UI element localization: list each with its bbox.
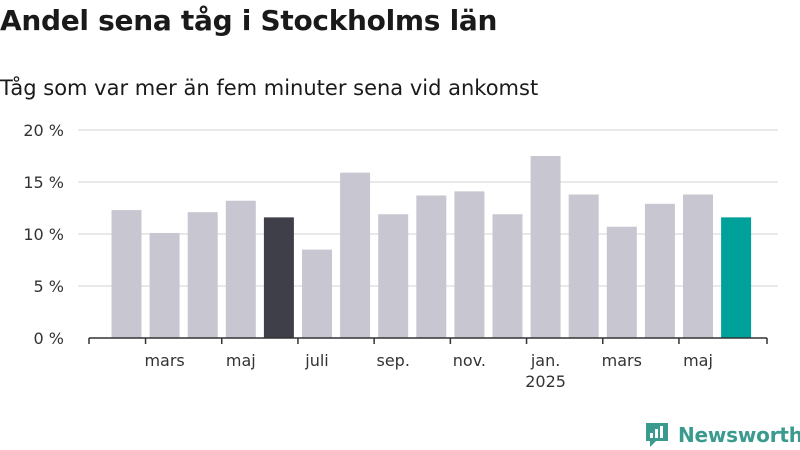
chart-subtitle: Tåg som var mer än fem minuter sena vid … — [0, 76, 539, 100]
bar — [263, 217, 294, 338]
bar — [492, 214, 523, 338]
x-tick-label: nov. — [453, 351, 486, 370]
x-tick-label: mars — [144, 351, 184, 370]
bar — [530, 156, 561, 338]
newsworthy-logo-icon — [646, 423, 668, 447]
x-tick-label: juli — [304, 351, 328, 370]
bar — [149, 232, 180, 338]
bar — [187, 212, 218, 338]
bar — [340, 172, 371, 338]
y-axis-labels: 0 % 5 % 10 % 15 % 20 % — [23, 121, 64, 348]
y-tick-label: 0 % — [34, 329, 64, 348]
x-tick-label: sep. — [376, 351, 409, 370]
newsworthy-logo: Newsworthy — [644, 420, 800, 450]
bar — [454, 191, 485, 338]
bars — [111, 156, 752, 338]
bar — [225, 200, 256, 338]
x-tick-sublabel: 2025 — [525, 372, 566, 391]
bar — [644, 203, 675, 338]
bar — [378, 214, 409, 338]
bar — [111, 210, 142, 338]
x-tick-label: maj — [226, 351, 256, 370]
bar — [568, 194, 599, 338]
chart-title: Andel sena tåg i Stockholms län — [0, 4, 498, 37]
logo-text: Newsworthy — [678, 423, 800, 447]
y-tick-label: 20 % — [23, 121, 64, 140]
x-axis — [88, 337, 768, 344]
x-tick-label: maj — [683, 351, 713, 370]
x-tick-label: mars — [602, 351, 642, 370]
x-tick-label: jan. — [530, 351, 560, 370]
bar — [721, 217, 752, 338]
bar — [606, 226, 637, 338]
bar — [416, 195, 447, 338]
y-tick-label: 15 % — [23, 173, 64, 192]
x-axis-labels: mars maj juli sep. nov. jan. 2025 mars maj — [144, 351, 712, 391]
bar — [302, 249, 332, 338]
bar-chart: 0 % 5 % 10 % 15 % 20 % mars maj juli sep. nov. ja… — [23, 121, 778, 391]
y-tick-label: 10 % — [23, 225, 64, 244]
bar — [683, 194, 713, 338]
y-tick-label: 5 % — [34, 277, 64, 296]
